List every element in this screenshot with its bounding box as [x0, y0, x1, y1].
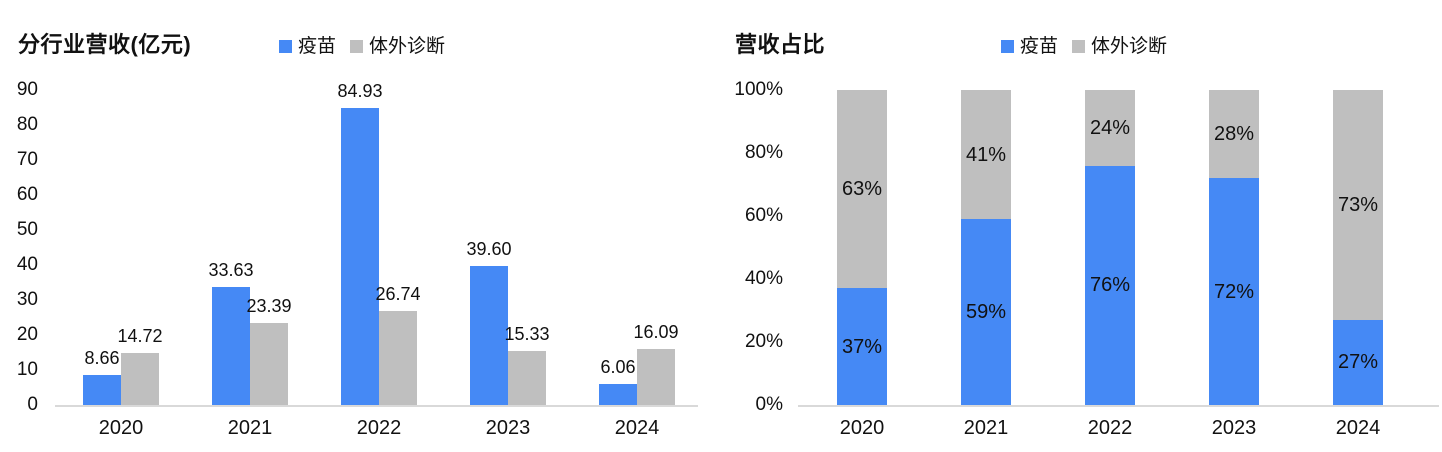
segment-label-vaccine-2023: 72%	[1213, 280, 1255, 303]
bar-vaccine-2021	[212, 287, 250, 405]
value-label-vaccine-2020: 8.66	[84, 347, 120, 368]
y-axis-tick-label: 90	[16, 79, 38, 100]
vaccine-legend-swatch-icon	[1001, 40, 1014, 53]
value-label-ivd-2020: 14.72	[117, 326, 163, 347]
bar-ivd-2024	[637, 348, 675, 405]
stacked-segment-ivd-2021	[961, 90, 1011, 220]
left-chart-legend: 疫苗 体外诊断	[279, 36, 445, 57]
segment-label-ivd-2024: 73%	[1337, 193, 1379, 216]
y-axis-tick-label: 0%	[755, 394, 783, 415]
y-axis-tick-label: 60%	[744, 205, 783, 226]
y-axis-tick-label: 0	[27, 394, 38, 415]
stacked-segment-ivd-2020	[837, 90, 887, 289]
legend-item-ivd: 体外诊断	[350, 36, 445, 57]
segment-label-ivd-2021: 41%	[965, 143, 1007, 166]
right-chart-legend: 疫苗 体外诊断	[1001, 36, 1167, 57]
segment-label-ivd-2020: 63%	[841, 178, 883, 201]
value-label-vaccine-2021: 33.63	[208, 260, 254, 281]
x-axis-category-label: 2022	[1087, 417, 1133, 439]
legend-item-vaccine: 疫苗	[279, 36, 336, 57]
ivd-legend-swatch-icon	[1072, 40, 1086, 53]
x-axis-category-label: 2020	[839, 417, 885, 439]
x-axis-category-label: 2024	[614, 417, 660, 439]
y-axis-tick-label: 40%	[744, 268, 783, 289]
x-axis-category-label: 2021	[963, 417, 1009, 439]
y-axis-tick-label: 20	[16, 324, 38, 345]
legend-item-vaccine: 疫苗	[1001, 36, 1058, 57]
x-axis-category-label: 2022	[356, 417, 402, 439]
bar-ivd-2022	[379, 311, 417, 405]
bar-ivd-2023	[508, 351, 546, 405]
stacked-segment-vaccine-2023	[1209, 178, 1259, 405]
y-axis-tick-label: 100%	[734, 79, 783, 100]
y-axis-tick-label: 80%	[744, 142, 783, 163]
y-axis-tick-label: 10	[16, 359, 38, 380]
legend-label-ivd: 体外诊断	[1091, 36, 1168, 57]
x-axis-category-label: 2024	[1335, 417, 1381, 439]
x-axis-category-label: 2023	[485, 417, 531, 439]
y-axis-tick-label: 70	[16, 149, 38, 170]
value-label-ivd-2024: 16.09	[633, 321, 679, 342]
legend-label-vaccine: 疫苗	[298, 36, 337, 57]
segment-label-vaccine-2021: 59%	[965, 301, 1007, 324]
value-label-ivd-2023: 15.33	[504, 324, 550, 345]
bar-ivd-2020	[121, 353, 159, 405]
x-axis-category-label: 2021	[227, 417, 273, 439]
bar-vaccine-2022	[341, 107, 379, 405]
stacked-segment-vaccine-2022	[1085, 165, 1135, 405]
value-label-vaccine-2023: 39.60	[466, 239, 512, 260]
segment-label-vaccine-2020: 37%	[841, 335, 883, 358]
left-chart-title: 分行业营收(亿元)	[18, 32, 192, 57]
x-axis-category-label: 2023	[1211, 417, 1257, 439]
right-chart-title: 营收占比	[735, 32, 826, 57]
y-axis-tick-label: 80	[16, 114, 38, 135]
y-axis-tick-label: 40	[16, 254, 38, 275]
stacked-segment-vaccine-2021	[961, 219, 1011, 405]
stacked-segment-vaccine-2020	[837, 288, 887, 405]
x-axis-category-label: 2020	[98, 417, 144, 439]
ivd-legend-swatch-icon	[350, 40, 364, 53]
y-axis-tick-label: 20%	[744, 331, 783, 352]
bar-vaccine-2020	[83, 374, 121, 405]
value-label-vaccine-2022: 84.93	[337, 80, 383, 101]
value-label-vaccine-2024: 6.06	[600, 356, 636, 377]
bar-vaccine-2023	[470, 266, 508, 405]
stacked-segment-ivd-2023	[1209, 90, 1259, 179]
x-axis-line	[798, 405, 1439, 407]
legend-item-ivd: 体外诊断	[1072, 36, 1167, 57]
y-axis-tick-label: 50	[16, 219, 38, 240]
x-axis-line	[55, 405, 698, 407]
y-axis-tick-label: 60	[16, 184, 38, 205]
value-label-ivd-2021: 23.39	[246, 296, 292, 317]
legend-label-vaccine: 疫苗	[1020, 36, 1059, 57]
stacked-segment-ivd-2024	[1333, 90, 1383, 320]
legend-label-ivd: 体外诊断	[369, 36, 446, 57]
value-label-ivd-2022: 26.74	[375, 284, 421, 305]
vaccine-legend-swatch-icon	[279, 40, 292, 53]
stacked-segment-vaccine-2024	[1333, 319, 1383, 405]
segment-label-ivd-2023: 28%	[1213, 123, 1255, 146]
segment-label-vaccine-2022: 76%	[1089, 274, 1131, 297]
bar-ivd-2021	[250, 323, 288, 405]
y-axis-tick-label: 30	[16, 289, 38, 310]
stacked-segment-ivd-2022	[1085, 90, 1135, 166]
segment-label-ivd-2022: 24%	[1089, 116, 1131, 139]
bar-vaccine-2024	[599, 383, 637, 405]
segment-label-vaccine-2024: 27%	[1337, 351, 1379, 374]
